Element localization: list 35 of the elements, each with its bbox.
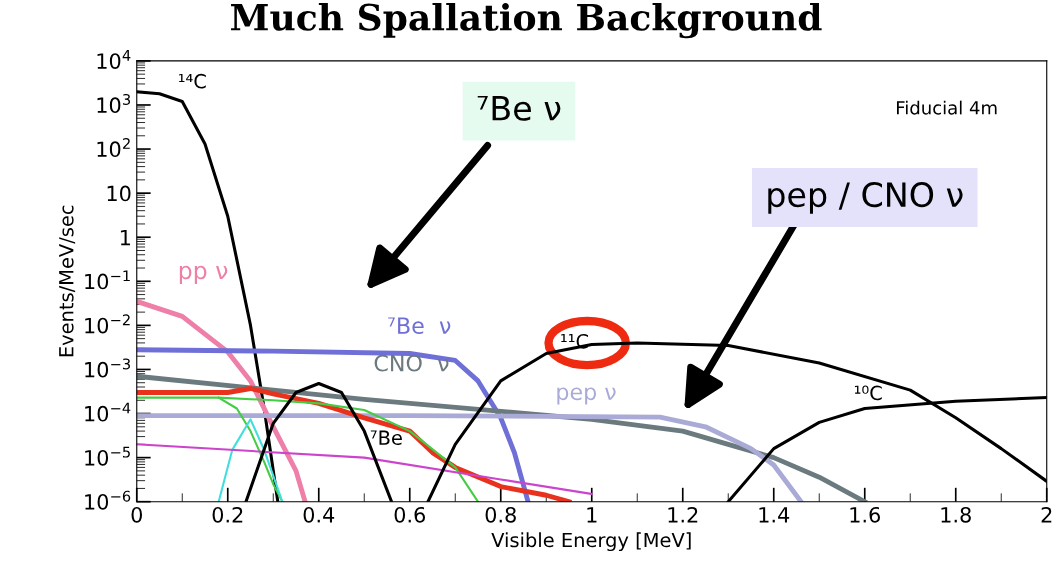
annotation: pep / CNO ν (768, 182, 963, 214)
y-tick-label: 10$^{2}$ (97, 138, 130, 158)
x-axis-title: Visible Energy [MeV] (491, 532, 691, 552)
x-tick-label: 0.4 (303, 506, 335, 523)
x-tick-label: 0.6 (394, 506, 426, 523)
x-tick-label: 1.4 (759, 507, 790, 523)
series-label: CNO ν (374, 354, 449, 372)
y-axis-title: Events/MeV/sec (59, 205, 76, 357)
x-tick-label: 0.8 (485, 506, 516, 523)
series-label: ⁷Be ν (388, 317, 451, 335)
y-tick-label: 10$^{−4}$ (85, 402, 131, 422)
x-tick-label: 1.8 (941, 506, 971, 523)
y-tick-label: 10 (107, 185, 131, 202)
x-tick-label: 1 (587, 507, 597, 523)
chart-title: Much Spallation Background (231, 2, 822, 39)
series-label: ⁷Be (370, 430, 402, 446)
series-label: pep ν (557, 387, 616, 405)
series-label: pp ν (179, 265, 228, 284)
y-tick-label: 10$^{−2}$ (85, 314, 130, 334)
y-tick-label: 10$^{−3}$ (85, 358, 130, 378)
y-tick-label: 1 (120, 229, 130, 246)
x-tick-label: 1.6 (850, 506, 880, 523)
x-tick-label: 1.2 (668, 506, 698, 523)
y-tick-label: 10$^{3}$ (97, 93, 131, 114)
x-tick-label: 0 (131, 506, 142, 523)
annotation: Fiducial 4m (897, 100, 997, 115)
x-tick-label: 2 (1041, 506, 1052, 523)
x-tick-label: 0.2 (212, 506, 243, 523)
annotation: ⁷Be ν (477, 95, 561, 121)
y-tick-label: 10$^{−1}$ (85, 270, 130, 290)
y-tick-label: 10$^{4}$ (97, 50, 131, 69)
series-label: ¹⁰C (854, 385, 882, 401)
y-tick-label: 10$^{−5}$ (85, 446, 130, 466)
series-label: ¹⁴C (179, 73, 206, 89)
y-tick-label: 10$^{−6}$ (85, 490, 131, 510)
